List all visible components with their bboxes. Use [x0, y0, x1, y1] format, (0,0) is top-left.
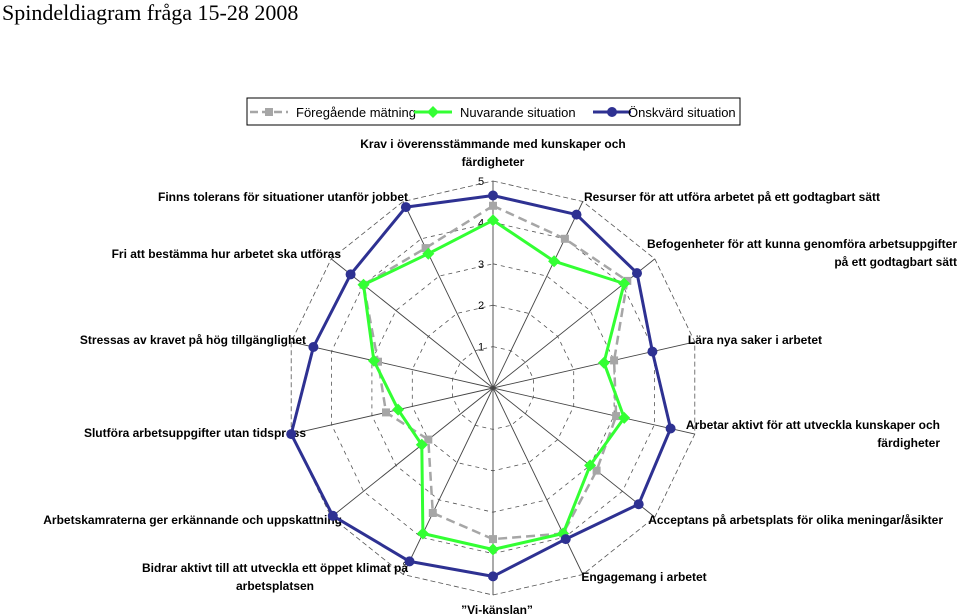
- tick-label: 4: [478, 217, 484, 229]
- grid-spoke: [492, 201, 584, 389]
- data-point: [665, 423, 676, 434]
- data-point: [618, 277, 631, 290]
- page-title: Spindeldiagram fråga 15-28 2008: [2, 0, 299, 25]
- data-point: [487, 543, 499, 556]
- data-point: [327, 510, 338, 521]
- series-3: [286, 190, 676, 582]
- legend-label: Nuvarande situation: [460, 105, 576, 120]
- legend-marker: [607, 107, 617, 117]
- grid-spoke: [330, 258, 494, 389]
- legend-frame: [246, 97, 741, 126]
- data-point: [424, 435, 433, 444]
- grid-spoke: [291, 341, 494, 389]
- grid-spoke: [402, 387, 494, 575]
- data-point: [584, 459, 597, 472]
- grid-spoke: [492, 341, 695, 389]
- tick-label: 5: [478, 176, 484, 188]
- grid-spoke: [492, 387, 695, 435]
- grid-spoke: [402, 201, 494, 389]
- grid-spoke: [291, 387, 494, 435]
- data-point: [367, 354, 380, 367]
- data-point: [560, 534, 571, 545]
- legend-label: Föregående mätning: [296, 105, 416, 120]
- legend-entry: Önskvärd situation: [593, 105, 736, 120]
- category-label: ”Vi-känslan”: [461, 603, 533, 615]
- data-point: [598, 356, 610, 369]
- tick-label: 3: [478, 259, 484, 271]
- grid-spoke: [330, 387, 494, 518]
- series-line: [362, 218, 626, 551]
- data-point: [415, 438, 428, 451]
- data-point: [286, 429, 297, 440]
- category-label: Fri att bestämma hur arbetet ska utföras: [112, 247, 342, 261]
- tick-label: 2: [478, 300, 484, 312]
- data-point: [400, 202, 411, 213]
- category-label: arbetsplatsen: [236, 579, 314, 593]
- category-label: Acceptans på arbetsplats för olika menin…: [648, 513, 943, 527]
- legend-marker: [427, 106, 439, 118]
- data-point: [308, 342, 319, 352]
- category-labels: Krav i överensstämmande med kunskaper oc…: [43, 137, 957, 615]
- legend-label: Önskvärd situation: [628, 105, 736, 120]
- data-point: [428, 509, 437, 517]
- data-point: [416, 527, 429, 540]
- data-point: [489, 535, 497, 544]
- series-2: [357, 214, 631, 556]
- data-point: [632, 268, 642, 279]
- category-label: färdigheter: [462, 155, 525, 169]
- data-point: [592, 466, 601, 475]
- data-point: [487, 214, 499, 227]
- data-point: [421, 244, 430, 253]
- data-point: [548, 255, 561, 268]
- data-point: [612, 412, 621, 421]
- series-line: [362, 204, 629, 541]
- category-label: Lära nya saker i arbetet: [688, 333, 822, 347]
- legend-marker: [265, 108, 273, 116]
- legend: Föregående mätning Nuvarande situation Öns…: [246, 97, 741, 126]
- data-point: [618, 411, 631, 424]
- category-label: Slutföra arbetsuppgifter utan tidspress: [84, 426, 306, 440]
- data-point: [489, 201, 497, 210]
- category-label: färdigheter: [877, 436, 940, 450]
- tick-label: 1: [478, 342, 484, 354]
- category-label: Arbetskamraterna ger erkännande och upps…: [43, 513, 342, 527]
- data-point: [560, 234, 569, 243]
- category-label: Bidrar aktivt till att utveckla ett öppe…: [142, 561, 408, 575]
- data-point: [345, 269, 356, 280]
- data-point: [392, 403, 405, 416]
- series-1: [359, 201, 632, 544]
- data-point: [488, 190, 498, 201]
- category-label: Krav i överensstämmande med kunskaper oc…: [360, 137, 625, 151]
- legend-entry: Föregående mätning: [250, 105, 416, 120]
- data-point: [357, 278, 370, 291]
- category-label: Resurser för att utföra arbetet på ett g…: [584, 190, 880, 204]
- data-point: [488, 571, 498, 582]
- data-point: [382, 408, 390, 417]
- category-label: Befogenheter för att kunna genomföra arb…: [647, 237, 957, 251]
- category-label: Finns tolerans för situationer utanför j…: [158, 190, 408, 204]
- radar-grid: [290, 180, 696, 596]
- category-label: Arbetar aktivt för att utveckla kunskape…: [686, 418, 940, 432]
- data-point: [422, 247, 435, 260]
- data-point: [404, 556, 415, 567]
- grid-spoke: [492, 387, 656, 518]
- data-point: [647, 346, 658, 357]
- radial-tick-labels: 1 2 3 4 5: [478, 176, 484, 354]
- series-group: [286, 190, 676, 582]
- category-label: på ett godtagbart sätt: [834, 255, 957, 269]
- category-label: Engagemang i arbetet: [581, 570, 706, 584]
- data-point: [610, 356, 619, 365]
- data-point: [633, 499, 644, 510]
- data-point: [571, 209, 582, 220]
- legend-entry: Nuvarande situation: [414, 105, 576, 120]
- category-label: Stressas av kravet på hög tillgänglighet: [80, 333, 306, 347]
